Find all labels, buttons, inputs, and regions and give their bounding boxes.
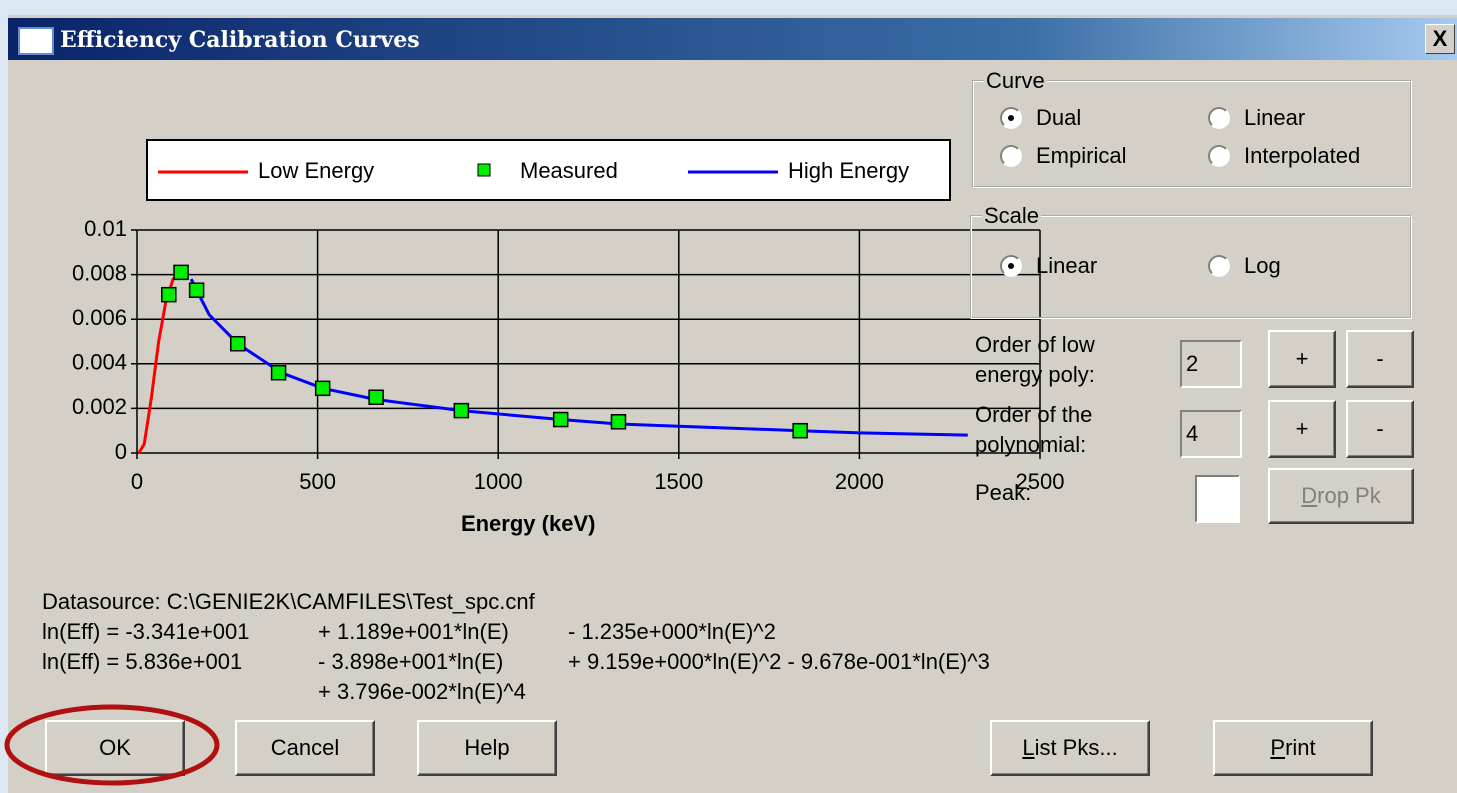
data-point [173, 264, 189, 281]
x-axis-label: Energy (keV) [461, 511, 596, 536]
field-label: Order of low energy poly: [975, 332, 1095, 387]
data-point [161, 286, 177, 303]
legend [146, 139, 951, 201]
close-button[interactable]: X [1425, 24, 1455, 54]
info-text: Datasource: C:\GENIE2K\CAMFILES\Test_spc… [42, 589, 535, 614]
x-tick-label: 1500 [654, 469, 703, 494]
data-point [792, 422, 808, 439]
value-field[interactable]: 2 [1180, 340, 1242, 388]
info-text: - 1.235e+000*ln(E)^2 [568, 619, 776, 644]
y-tick-label: 0 [115, 439, 127, 464]
data-point [552, 411, 569, 428]
y-tick-label: 0.002 [72, 394, 127, 419]
value-field[interactable]: 4 [1180, 410, 1242, 458]
button[interactable]: OK [45, 720, 185, 776]
legend-label: High Energy [788, 158, 909, 183]
y-tick-label: 0.004 [72, 350, 127, 375]
data-point [610, 414, 627, 430]
button[interactable]: Cancel [235, 720, 375, 776]
data-point [314, 380, 331, 397]
info-text: - 3.898e+001*ln(E) [318, 649, 504, 674]
group-label: Curve [984, 68, 1047, 94]
drop-peak-button[interactable]: Drop Pk [1268, 468, 1414, 524]
title-bar: Efficiency Calibration Curves X [8, 18, 1457, 60]
plus-button[interactable]: + [1268, 400, 1336, 458]
radio-option[interactable]: Log [1208, 253, 1281, 278]
data-point [270, 364, 287, 381]
data-point [368, 389, 384, 405]
x-tick-label: 500 [299, 469, 336, 494]
radio-option[interactable]: Dual [999, 105, 1082, 130]
x-tick-label: 0 [131, 469, 143, 494]
data-point [188, 282, 205, 298]
legend-swatch [477, 163, 491, 177]
minus-button[interactable]: - [1346, 330, 1414, 388]
legend-label: Measured [520, 158, 618, 183]
info-text: + 3.796e-002*ln(E)^4 [318, 679, 526, 704]
data-point [453, 402, 470, 419]
x-tick-label: 1000 [474, 469, 523, 494]
group-label: Scale [982, 203, 1042, 229]
curve [189, 278, 968, 437]
y-tick-label: 0.006 [72, 305, 127, 330]
legend-label: Low Energy [258, 158, 374, 183]
radio-option[interactable]: Interpolated [1207, 143, 1361, 168]
button[interactable]: Help [417, 720, 557, 776]
radio-option[interactable]: Linear [999, 253, 1098, 278]
minus-button[interactable]: - [1346, 400, 1414, 458]
info-text: + 1.189e+001*ln(E) [318, 619, 509, 644]
peak-field[interactable] [1195, 475, 1240, 523]
button[interactable]: Print [1213, 720, 1373, 776]
y-tick-label: 0.01 [84, 216, 127, 241]
plus-button[interactable]: + [1268, 330, 1336, 388]
info-text: + 9.159e+000*ln(E)^2 - 9.678e-001*ln(E)^… [568, 649, 990, 674]
radio-option[interactable]: Empirical [999, 143, 1127, 168]
field-label: Order of the polynomial: [975, 402, 1093, 457]
radio-option[interactable]: Linear [1207, 105, 1306, 130]
info-text: ln(Eff) = 5.836e+001 [42, 649, 243, 674]
scale-group: Scale [970, 203, 1412, 319]
x-tick-label: 2500 [1016, 469, 1065, 494]
window-title: Efficiency Calibration Curves [60, 27, 420, 53]
x-tick-label: 2000 [835, 469, 884, 494]
y-tick-label: 0.008 [72, 260, 127, 285]
info-text: ln(Eff) = -3.341e+001 [42, 619, 250, 644]
field-label: Peak: [975, 480, 1032, 505]
curve-group: Curve [972, 68, 1412, 188]
button[interactable]: List Pks... [990, 720, 1150, 776]
window-icon [18, 27, 54, 55]
data-point [230, 335, 246, 352]
